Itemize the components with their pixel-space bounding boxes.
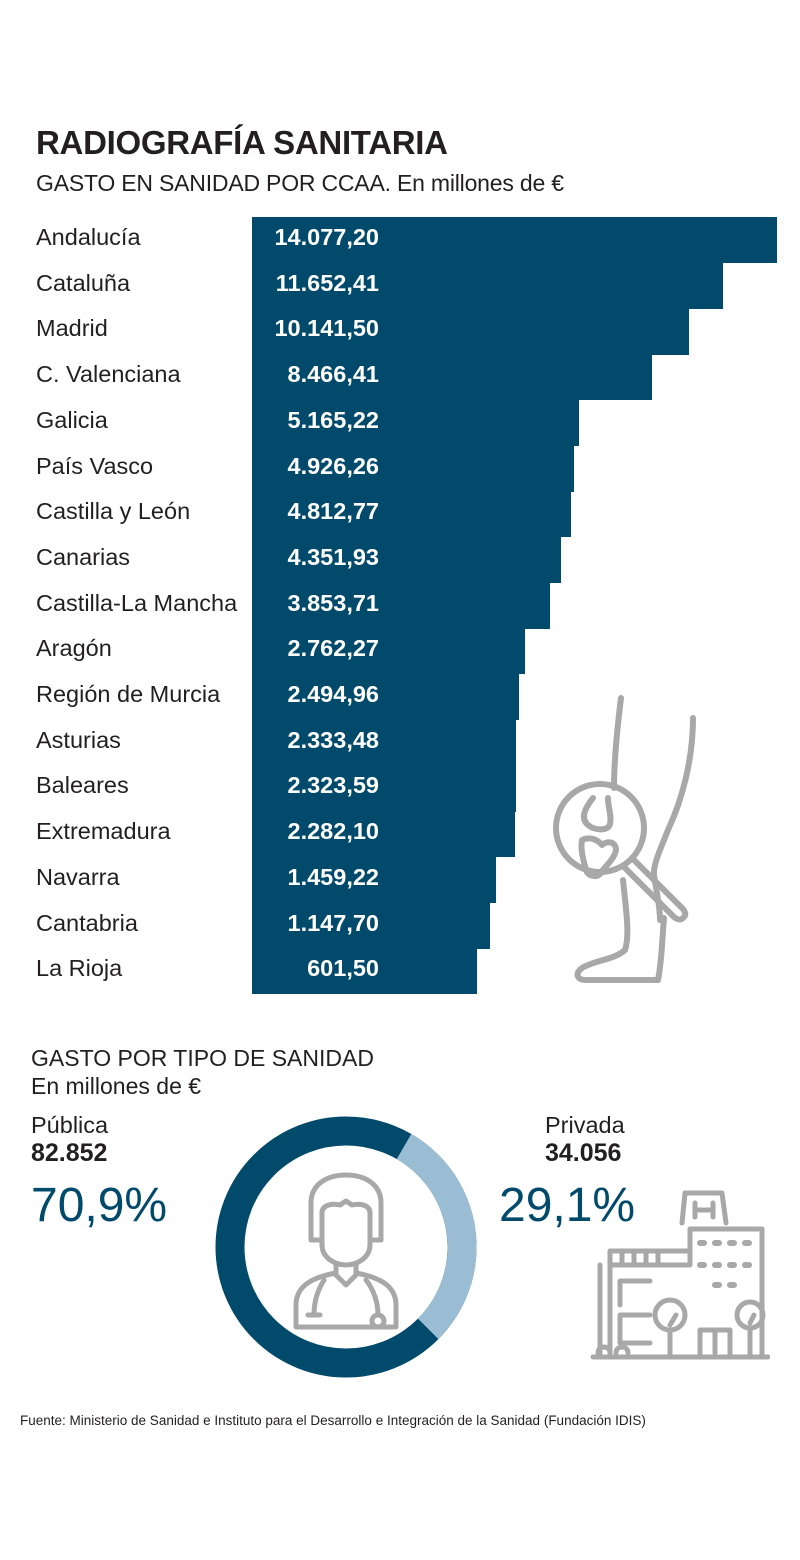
- bar-row: Castilla y León 4.812,77: [0, 491, 800, 538]
- bar-row: País Vasco 4.926,26: [0, 445, 800, 492]
- bar: [252, 811, 515, 858]
- bar-label: Castilla y León: [36, 498, 191, 525]
- bar-label: Cataluña: [36, 269, 131, 296]
- female-doctor-icon: [293, 1172, 399, 1330]
- bar-row: Castilla-La Mancha 3.853,71: [0, 582, 800, 629]
- bar-label: Cantabria: [36, 909, 138, 936]
- bar: [252, 491, 571, 538]
- bar-label: Andalucía: [36, 224, 141, 250]
- bar-value: 601,50: [307, 955, 379, 982]
- bar-label: Región de Murcia: [36, 681, 221, 707]
- bar-row: Cataluña 11.652,41: [0, 262, 800, 309]
- bar-row: Asturias 2.333,48: [0, 719, 800, 766]
- bar-row: Aragón 2.762,27: [0, 628, 800, 675]
- bar: [252, 445, 574, 492]
- publica-value: 82.852: [31, 1139, 108, 1167]
- bar-value: 8.466,41: [287, 361, 379, 388]
- bar-row: Madrid 10.141,50: [0, 308, 800, 355]
- bar: [252, 674, 520, 721]
- privada-label: Privada: [545, 1112, 625, 1138]
- bar: [252, 262, 724, 309]
- bar-row: C. Valenciana 8.466,41: [0, 354, 800, 401]
- bar-label: Galicia: [36, 406, 108, 433]
- bar-label: Madrid: [36, 315, 108, 342]
- publica-percent: 70,9%: [31, 1179, 168, 1232]
- bar-value: 2.323,59: [287, 772, 379, 799]
- bar-value: 5.165,22: [287, 406, 379, 433]
- bar-label: C. Valenciana: [36, 361, 181, 388]
- bar-row: Región de Murcia 2.494,96: [0, 674, 800, 721]
- bar: [252, 765, 516, 812]
- bar-row: Galicia 5.165,22: [0, 399, 800, 446]
- bar-value: 10.141,50: [274, 315, 379, 342]
- bar-label: Canarias: [36, 543, 131, 570]
- bar-row: Extremadura 2.282,10: [0, 811, 800, 858]
- bar: [252, 399, 579, 446]
- bar-value: 14.077,20: [274, 224, 379, 250]
- privada-percent: 29,1%: [499, 1179, 636, 1232]
- bar: [252, 902, 490, 949]
- source-note: Fuente: Ministerio de Sanidad e Institut…: [20, 1413, 646, 1428]
- bar-row: Andalucía 14.077,20: [0, 217, 800, 264]
- privada-value: 34.056: [545, 1139, 622, 1167]
- bar: [252, 217, 777, 264]
- bar-row: La Rioja 601,50: [0, 948, 800, 995]
- bar-label: Castilla-La Mancha: [36, 589, 238, 616]
- bar-label: País Vasco: [36, 452, 154, 479]
- bar: [252, 582, 550, 629]
- bar-label: Baleares: [36, 772, 129, 799]
- page-title: RADIOGRAFÍA SANITARIA: [36, 124, 448, 161]
- bar: [252, 719, 516, 766]
- bar: [252, 628, 526, 675]
- bar-value: 3.853,71: [287, 589, 379, 616]
- donut-segment-privada: [396, 1133, 477, 1340]
- bar-label: Asturias: [36, 726, 121, 753]
- bar-row: Canarias 4.351,93: [0, 536, 800, 584]
- type-section-subtitle: En millones de €: [31, 1073, 202, 1099]
- bar-value: 4.812,77: [287, 498, 379, 525]
- bar-row: Baleares 2.323,59: [0, 765, 800, 812]
- public-private-donut-chart: [215, 1116, 477, 1378]
- bar: [252, 948, 478, 995]
- bar: [252, 536, 561, 584]
- page-subtitle: GASTO EN SANIDAD POR CCAA. En millones d…: [36, 170, 564, 196]
- bar: [252, 354, 653, 401]
- publica-label: Pública: [31, 1112, 109, 1138]
- bar-value: 2.762,27: [287, 635, 379, 662]
- bar-label: Aragón: [36, 635, 112, 662]
- type-section-title: GASTO POR TIPO DE SANIDAD: [31, 1045, 374, 1071]
- bar-label: Extremadura: [36, 818, 171, 845]
- bar-label: Navarra: [36, 863, 120, 890]
- bar-value: 1.459,22: [287, 863, 379, 890]
- bar-value: 2.494,96: [287, 681, 379, 707]
- bar-row: Navarra 1.459,22: [0, 856, 800, 903]
- bar-value: 2.282,10: [287, 818, 379, 845]
- hospital-building-icon: [590, 1190, 770, 1360]
- bar: [252, 856, 497, 903]
- bar-value: 2.333,48: [287, 726, 379, 753]
- bar-value: 11.652,41: [275, 269, 379, 296]
- bar-row: Cantabria 1.147,70: [0, 902, 800, 949]
- bar: [252, 308, 690, 355]
- leg-bone-magnifier-icon: [553, 695, 696, 983]
- bar-value: 4.926,26: [287, 452, 379, 479]
- bar-value: 4.351,93: [287, 543, 379, 570]
- bar-label: La Rioja: [36, 955, 123, 982]
- bar-value: 1.147,70: [287, 909, 379, 936]
